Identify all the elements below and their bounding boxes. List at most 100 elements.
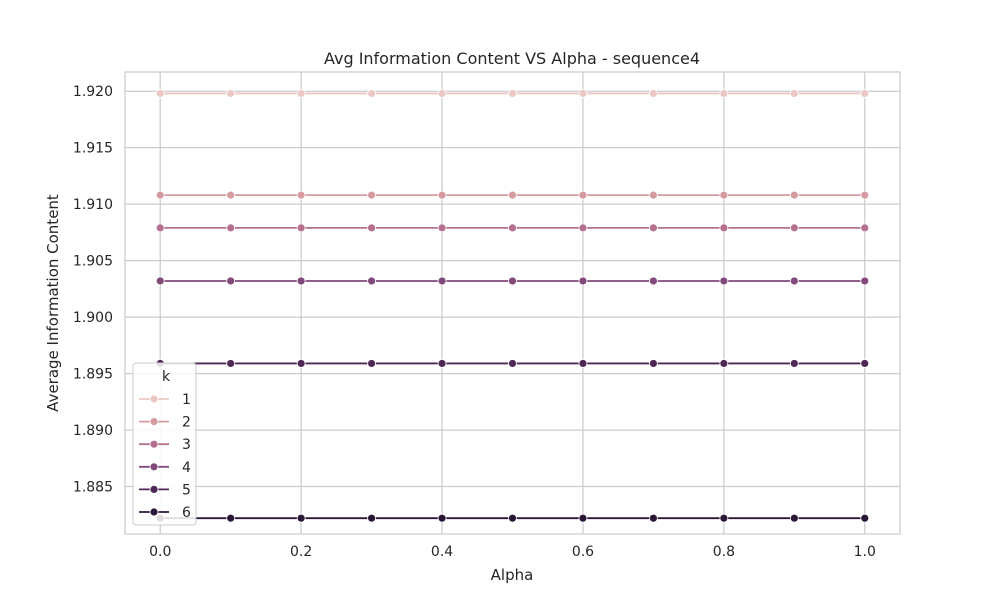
data-point (437, 359, 447, 368)
x-axis-label: Alpha (491, 566, 534, 584)
legend-item: 1 (139, 392, 191, 408)
data-point (719, 513, 729, 523)
data-point (296, 359, 306, 368)
data-point (860, 223, 870, 233)
data-point (508, 513, 517, 523)
data-point (367, 276, 376, 286)
data-point (578, 223, 588, 233)
legend-label: 5 (182, 482, 191, 498)
data-point (719, 276, 729, 286)
data-point (508, 223, 517, 233)
data-point (719, 190, 729, 200)
data-point (578, 276, 588, 286)
data-point (578, 513, 588, 523)
data-point (789, 89, 799, 98)
data-point (649, 223, 658, 233)
legend-marker (149, 439, 159, 449)
series-6 (155, 513, 870, 523)
data-point (508, 89, 517, 98)
y-tick-label: 1.890 (73, 423, 113, 439)
data-point (226, 359, 236, 368)
y-tick-label: 1.900 (73, 310, 113, 326)
legend-label: 1 (182, 392, 191, 408)
series-4 (155, 276, 870, 286)
y-tick-label: 1.920 (73, 84, 113, 100)
x-tick-label: 0.6 (572, 544, 594, 560)
data-point (155, 190, 165, 200)
legend-marker (149, 507, 159, 517)
data-point (155, 223, 165, 233)
data-point (860, 276, 870, 286)
series-2 (155, 190, 870, 200)
data-point (226, 89, 236, 98)
data-point (719, 359, 729, 368)
data-point (649, 359, 658, 368)
x-tick-label: 0.2 (290, 544, 312, 560)
data-point (437, 223, 447, 233)
y-tick-label: 1.905 (73, 254, 113, 270)
data-point (296, 89, 306, 98)
data-point (789, 359, 799, 368)
data-point (649, 276, 658, 286)
legend-item: 2 (139, 415, 191, 431)
legend-marker (149, 417, 159, 427)
data-point (437, 276, 447, 286)
data-point (367, 223, 376, 233)
data-point (437, 513, 447, 523)
data-point (155, 89, 165, 98)
data-point (719, 223, 729, 233)
y-tick-label: 1.895 (73, 367, 113, 383)
data-point (296, 513, 306, 523)
legend-marker (149, 394, 159, 404)
x-tick-labels: 0.0 0.2 0.4 0.6 0.8 1.0 (149, 544, 876, 560)
legend-title: k (162, 369, 171, 385)
chart-title: Avg Information Content VS Alpha - seque… (324, 49, 700, 68)
data-point (226, 513, 236, 523)
legend-items: 1 2 3 4 5 6 (139, 392, 191, 521)
legend-label: 6 (182, 505, 191, 521)
x-tick-label: 1.0 (854, 544, 876, 560)
data-point (508, 359, 517, 368)
data-point (296, 276, 306, 286)
legend-label: 4 (182, 460, 191, 476)
data-point (789, 223, 799, 233)
data-point (367, 513, 376, 523)
series-5 (155, 359, 870, 368)
data-point (437, 89, 447, 98)
data-point (578, 359, 588, 368)
y-tick-label: 1.885 (73, 480, 113, 496)
data-point (860, 513, 870, 523)
x-tick-label: 0.4 (431, 544, 453, 560)
legend-item: 4 (139, 460, 191, 476)
y-axis-label: Average Information Content (44, 194, 62, 412)
data-point (508, 276, 517, 286)
data-point (508, 190, 517, 200)
x-tick-label: 0.0 (149, 544, 171, 560)
series-layer (155, 89, 870, 523)
data-point (789, 513, 799, 523)
data-point (789, 190, 799, 200)
data-point (649, 190, 658, 200)
data-point (296, 190, 306, 200)
legend-item: 6 (139, 505, 191, 521)
data-point (367, 359, 376, 368)
y-tick-labels: 1.885 1.890 1.895 1.900 1.905 1.910 1.915 1.920 (73, 84, 113, 495)
data-point (437, 190, 447, 200)
data-point (649, 513, 658, 523)
series-1 (155, 89, 870, 98)
data-point (226, 223, 236, 233)
legend-marker (149, 484, 159, 494)
y-tick-label: 1.910 (73, 197, 113, 213)
legend: k 1 2 3 4 5 6 (132, 362, 197, 526)
legend-marker (149, 462, 159, 472)
data-point (719, 89, 729, 98)
data-point (155, 276, 165, 286)
y-tick-label: 1.915 (73, 141, 113, 157)
plot-frame (124, 71, 901, 535)
data-point (367, 89, 376, 98)
data-point (578, 190, 588, 200)
data-point (860, 89, 870, 98)
data-point (367, 190, 376, 200)
data-point (789, 276, 799, 286)
